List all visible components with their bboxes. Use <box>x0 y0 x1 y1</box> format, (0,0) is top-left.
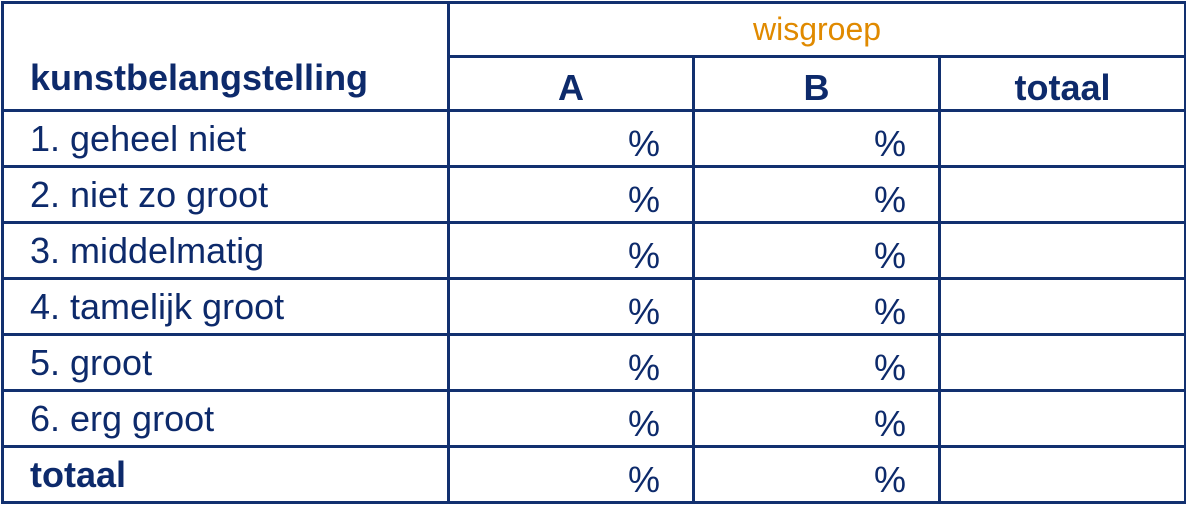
cell: % <box>447 445 695 504</box>
cell: % <box>692 277 941 336</box>
cell: % <box>692 389 941 448</box>
table-row: totaal%% <box>1 445 1186 504</box>
cell <box>938 165 1186 224</box>
table-row: 6. erg groot%% <box>1 389 1186 448</box>
cell: % <box>447 221 695 280</box>
cell: % <box>447 389 695 448</box>
column-header: B <box>692 55 941 112</box>
row-label: totaal <box>1 445 450 504</box>
row-label: 3. middelmatig <box>1 221 450 280</box>
cell: % <box>447 109 695 168</box>
cell <box>938 109 1186 168</box>
cell: % <box>447 277 695 336</box>
cell: % <box>447 165 695 224</box>
column-header: totaal <box>938 55 1186 112</box>
cell: % <box>692 165 941 224</box>
header-row: A B totaal <box>3 55 1186 112</box>
cell <box>938 221 1186 280</box>
cell: % <box>447 333 695 392</box>
table: kunstbelangstelling wisgroep A B totaal … <box>1 1 1186 504</box>
table-body: 1. geheel niet%% 2. niet zo groot%% 3. mid… <box>1 109 1186 504</box>
group-header: wisgroep <box>447 1 1186 58</box>
cell: % <box>692 221 941 280</box>
table-row: 3. middelmatig%% <box>1 221 1186 280</box>
row-label: 4. tamelijk groot <box>1 277 450 336</box>
row-label: 2. niet zo groot <box>1 165 450 224</box>
table-row: 1. geheel niet%% <box>1 109 1186 168</box>
cell <box>938 445 1186 504</box>
row-header-title: kunstbelangstelling <box>1 1 450 112</box>
row-label: 6. erg groot <box>1 389 450 448</box>
row-label: 5. groot <box>1 333 450 392</box>
table-row: 5. groot%% <box>1 333 1186 392</box>
cell <box>938 333 1186 392</box>
row-label: 1. geheel niet <box>1 109 450 168</box>
table-row: 2. niet zo groot%% <box>1 165 1186 224</box>
table-row: 4. tamelijk groot%% <box>1 277 1186 336</box>
cell: % <box>692 333 941 392</box>
cell: % <box>692 109 941 168</box>
column-header: A <box>447 55 695 112</box>
cell: % <box>692 445 941 504</box>
cell <box>938 389 1186 448</box>
header-row: kunstbelangstelling wisgroep <box>1 1 1186 112</box>
cell <box>938 277 1186 336</box>
